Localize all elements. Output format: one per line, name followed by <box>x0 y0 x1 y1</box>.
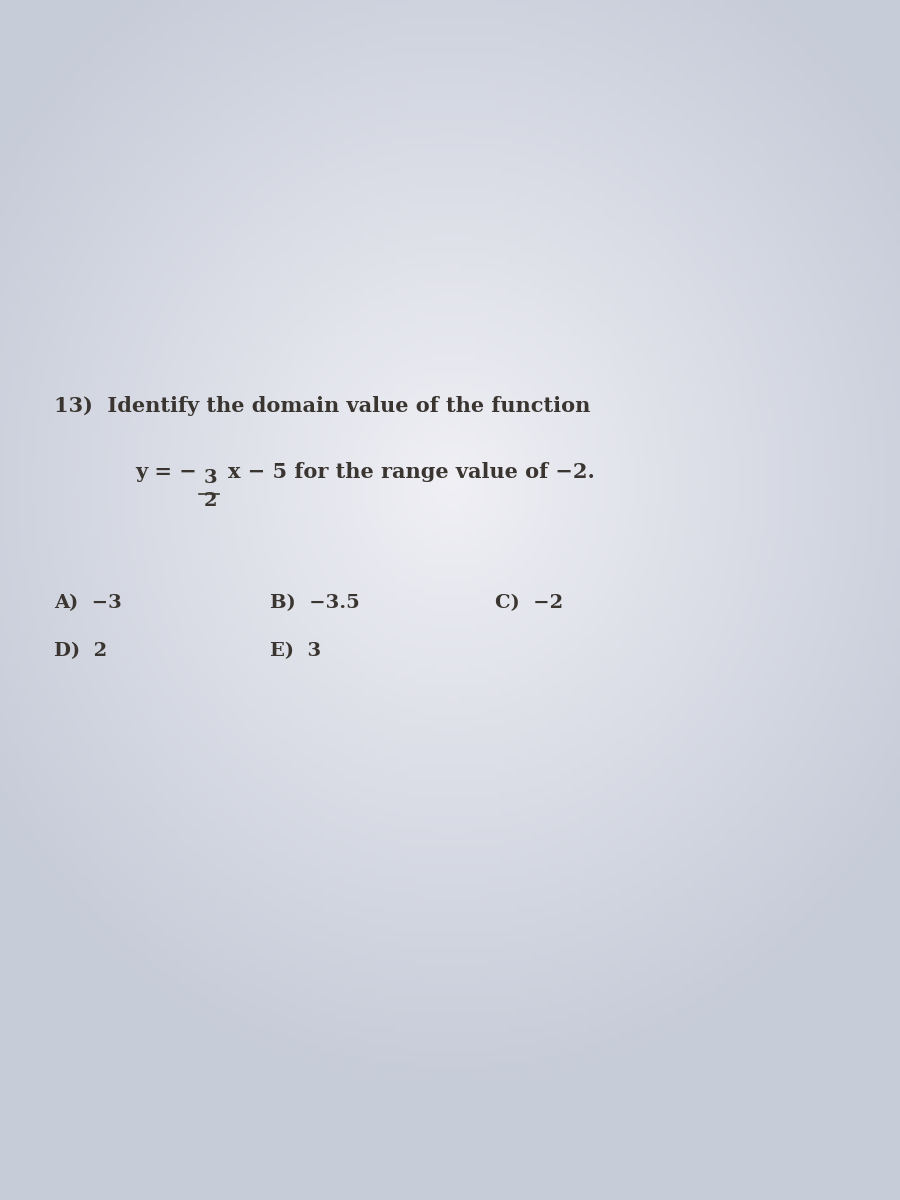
Text: x − 5 for the range value of −2.: x − 5 for the range value of −2. <box>228 462 595 482</box>
Text: A)  −3: A) −3 <box>54 594 122 612</box>
Text: D)  2: D) 2 <box>54 642 107 660</box>
Text: C)  −2: C) −2 <box>495 594 563 612</box>
Text: y = −: y = − <box>135 462 197 482</box>
Text: E)  3: E) 3 <box>270 642 321 660</box>
Text: B)  −3.5: B) −3.5 <box>270 594 360 612</box>
Text: 3: 3 <box>203 469 217 487</box>
Text: 2: 2 <box>203 492 217 510</box>
Text: 13)  Identify the domain value of the function: 13) Identify the domain value of the fun… <box>54 396 590 416</box>
